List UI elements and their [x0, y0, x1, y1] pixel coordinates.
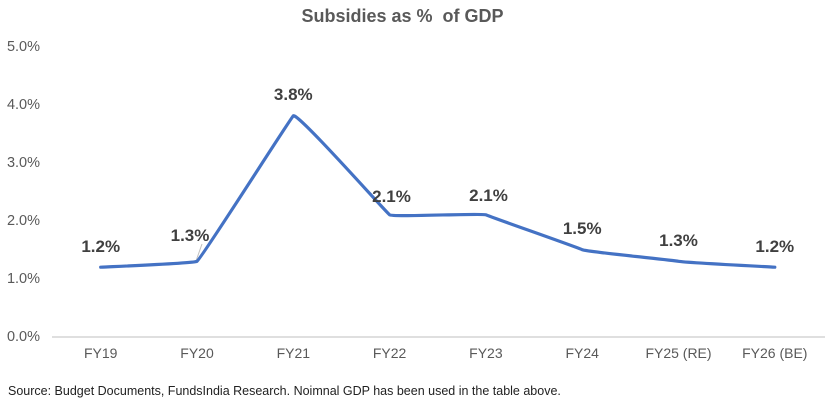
svg-text:5.0%: 5.0%: [7, 39, 40, 55]
svg-text:1.2%: 1.2%: [81, 237, 120, 256]
svg-text:FY21: FY21: [277, 345, 311, 361]
svg-text:1.3%: 1.3%: [171, 226, 210, 245]
svg-text:1.2%: 1.2%: [755, 237, 794, 256]
svg-text:2.1%: 2.1%: [372, 187, 411, 206]
svg-text:2.0%: 2.0%: [7, 213, 40, 229]
svg-text:FY20: FY20: [180, 345, 214, 361]
svg-text:FY23: FY23: [469, 345, 503, 361]
svg-text:0.0%: 0.0%: [7, 329, 40, 345]
svg-text:FY24: FY24: [565, 345, 599, 361]
svg-text:3.0%: 3.0%: [7, 155, 40, 171]
svg-text:FY25 (RE): FY25 (RE): [645, 345, 711, 361]
svg-text:FY22: FY22: [373, 345, 407, 361]
svg-text:3.8%: 3.8%: [274, 85, 313, 104]
svg-text:FY19: FY19: [84, 345, 118, 361]
svg-text:1.0%: 1.0%: [7, 271, 40, 287]
svg-text:1.3%: 1.3%: [659, 231, 698, 250]
svg-text:2.1%: 2.1%: [469, 186, 508, 205]
svg-text:FY26 (BE): FY26 (BE): [742, 345, 807, 361]
svg-text:1.5%: 1.5%: [563, 219, 602, 238]
svg-text:4.0%: 4.0%: [7, 97, 40, 113]
